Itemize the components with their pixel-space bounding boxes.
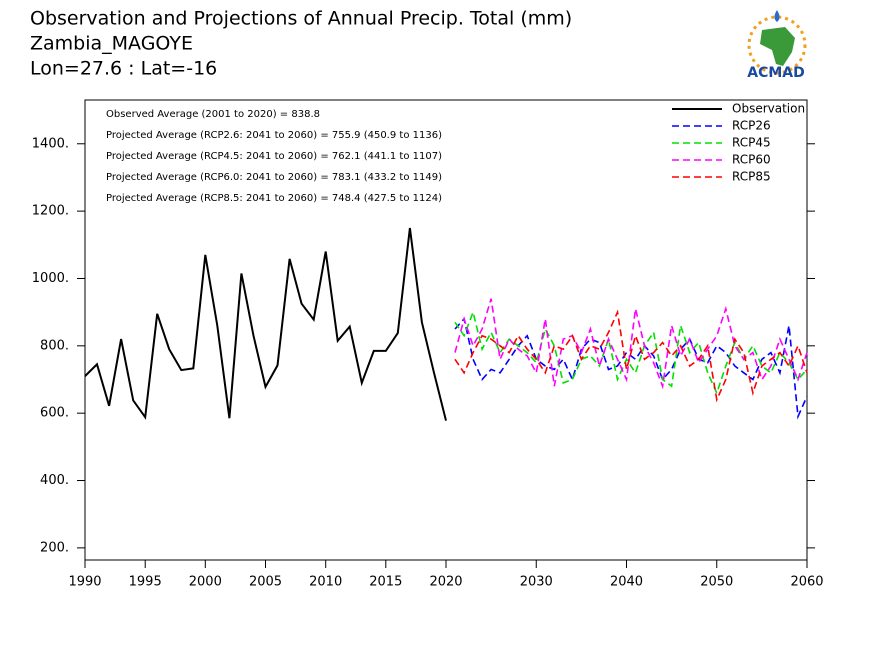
subtitle: Lon=27.6 : Lat=-16 bbox=[30, 58, 217, 80]
logo-text: ACMAD bbox=[747, 65, 805, 81]
y-tick-label: 1000. bbox=[32, 271, 69, 286]
logo-ring bbox=[747, 15, 807, 75]
x-tick-label: 2000 bbox=[189, 575, 222, 590]
y-tick-label: 200. bbox=[40, 540, 69, 555]
legend-label: RCP26 bbox=[732, 119, 771, 133]
x-tick-label: 2040 bbox=[610, 575, 643, 590]
x-tick-label: 1995 bbox=[129, 575, 162, 590]
x-tick-label: 2020 bbox=[429, 575, 462, 590]
chart-title: Observation and Projections of Annual Pr… bbox=[30, 8, 572, 30]
subtitle: Zambia_MAGOYE bbox=[30, 33, 193, 55]
x-tick-label: 2050 bbox=[700, 575, 733, 590]
legend-label: RCP45 bbox=[732, 136, 771, 150]
annotation: Projected Average (RCP8.5: 2041 to 2060)… bbox=[106, 193, 442, 204]
x-tick-label: 1990 bbox=[68, 575, 101, 590]
plot-frame bbox=[84, 99, 808, 561]
logo-drop bbox=[774, 10, 780, 22]
annotation: Projected Average (RCP4.5: 2041 to 2060)… bbox=[106, 151, 442, 162]
series-line bbox=[454, 298, 808, 390]
x-tick-label: 2015 bbox=[369, 575, 402, 590]
y-tick-label: 800. bbox=[40, 338, 69, 353]
x-tick-label: 2010 bbox=[309, 575, 342, 590]
x-tick-label: 2005 bbox=[249, 575, 282, 590]
series-line bbox=[454, 317, 808, 420]
series-line bbox=[454, 309, 808, 403]
series-line bbox=[84, 227, 447, 421]
legend-label: RCP85 bbox=[732, 170, 771, 184]
y-tick-label: 400. bbox=[40, 473, 69, 488]
x-tick-label: 2060 bbox=[790, 575, 823, 590]
logo-africa bbox=[760, 27, 795, 66]
y-tick-label: 1200. bbox=[32, 204, 69, 219]
logo: ACMAD bbox=[747, 10, 807, 81]
y-tick-label: 600. bbox=[40, 406, 69, 421]
annotation: Observed Average (2001 to 2020) = 838.8 bbox=[106, 109, 320, 120]
series-line bbox=[454, 309, 808, 396]
annotation: Projected Average (RCP6.0: 2041 to 2060)… bbox=[106, 172, 442, 183]
legend-label: RCP60 bbox=[732, 153, 771, 167]
y-tick-label: 1400. bbox=[32, 136, 69, 151]
annotation: Projected Average (RCP2.6: 2041 to 2060)… bbox=[106, 130, 442, 141]
legend-label: Observation bbox=[732, 102, 805, 116]
x-tick-label: 2030 bbox=[520, 575, 553, 590]
